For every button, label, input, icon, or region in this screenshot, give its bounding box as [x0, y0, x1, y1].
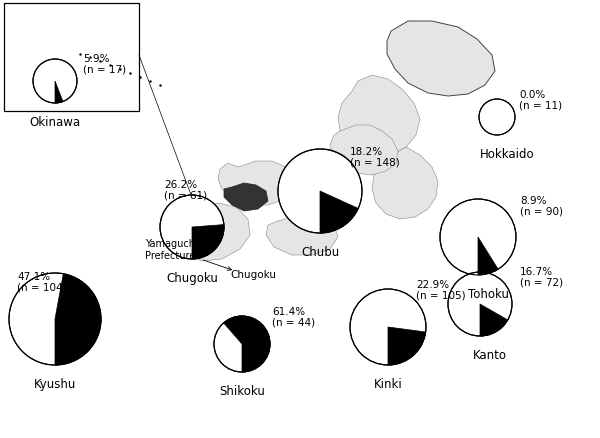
Text: Kanto: Kanto	[473, 348, 507, 361]
Wedge shape	[388, 327, 425, 365]
Circle shape	[278, 150, 362, 233]
Text: (n = 148): (n = 148)	[350, 158, 400, 168]
Text: Chugoku: Chugoku	[230, 269, 276, 279]
Text: (n = 17): (n = 17)	[83, 65, 126, 75]
Circle shape	[440, 200, 516, 276]
Text: Kyushu: Kyushu	[34, 377, 76, 390]
Text: Okinawa: Okinawa	[29, 116, 80, 129]
Polygon shape	[218, 162, 296, 205]
Polygon shape	[338, 76, 420, 158]
Circle shape	[448, 272, 512, 336]
Text: 61.4%: 61.4%	[272, 306, 305, 316]
Text: (n = 105): (n = 105)	[416, 290, 466, 300]
Polygon shape	[330, 126, 398, 176]
Circle shape	[160, 195, 224, 259]
Text: Tohoku: Tohoku	[467, 287, 509, 300]
Text: Kinki: Kinki	[374, 377, 403, 390]
Polygon shape	[286, 150, 356, 201]
Circle shape	[479, 100, 515, 136]
Text: Hokkaido: Hokkaido	[479, 148, 535, 161]
Polygon shape	[224, 184, 268, 212]
Circle shape	[9, 273, 101, 365]
Wedge shape	[55, 274, 101, 365]
Text: (n = 72): (n = 72)	[520, 277, 563, 287]
Text: 16.7%: 16.7%	[520, 266, 553, 276]
Circle shape	[350, 290, 426, 365]
Text: Chubu: Chubu	[301, 245, 339, 258]
Text: Yamaguchi
Prefecture: Yamaguchi Prefecture	[145, 239, 232, 271]
Circle shape	[33, 60, 77, 104]
Bar	[4, 4, 139, 112]
Wedge shape	[192, 225, 224, 259]
Wedge shape	[478, 237, 498, 276]
Text: 47.1%: 47.1%	[17, 272, 50, 281]
Text: 0.0%: 0.0%	[519, 90, 545, 100]
Polygon shape	[266, 215, 338, 255]
Polygon shape	[170, 204, 250, 261]
Text: (n = 44): (n = 44)	[272, 317, 315, 327]
Text: 5.9%: 5.9%	[83, 54, 110, 64]
Text: (n = 104): (n = 104)	[17, 283, 67, 292]
Text: 8.9%: 8.9%	[520, 195, 547, 205]
Wedge shape	[55, 82, 63, 104]
Text: (n = 11): (n = 11)	[519, 101, 562, 111]
Circle shape	[214, 316, 270, 372]
Wedge shape	[320, 191, 358, 233]
Wedge shape	[224, 316, 270, 372]
Wedge shape	[480, 304, 508, 336]
Polygon shape	[387, 22, 495, 97]
Polygon shape	[372, 148, 438, 219]
Text: 26.2%: 26.2%	[164, 180, 197, 190]
Text: (n = 90): (n = 90)	[520, 207, 563, 216]
Text: Chugoku: Chugoku	[166, 272, 218, 284]
Text: 18.2%: 18.2%	[350, 147, 383, 157]
Text: Shikoku: Shikoku	[219, 384, 265, 397]
Text: 22.9%: 22.9%	[416, 279, 449, 290]
Text: (n = 61): (n = 61)	[164, 191, 207, 201]
